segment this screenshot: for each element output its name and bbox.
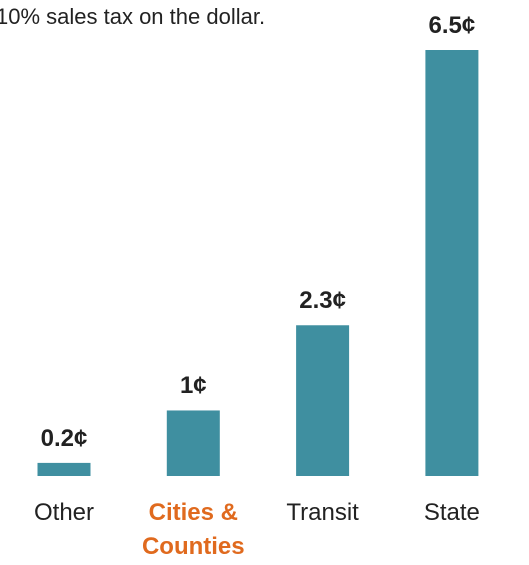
value-label: 0.2¢	[40, 424, 88, 452]
bar	[37, 462, 91, 476]
bar	[296, 325, 350, 476]
value-label: 1¢	[179, 372, 207, 400]
x-tick-label: Other	[33, 499, 95, 526]
x-tick-label: Cities & Counties	[141, 499, 245, 560]
x-tick-label: Transit	[286, 499, 359, 526]
value-label: 6.5¢	[428, 12, 476, 39]
bar	[425, 50, 479, 476]
bar	[166, 410, 220, 476]
chart-title: 10% sales tax on the dollar.	[0, 4, 266, 29]
x-tick-label: State	[423, 499, 480, 526]
value-label: 2.3¢	[299, 287, 346, 315]
